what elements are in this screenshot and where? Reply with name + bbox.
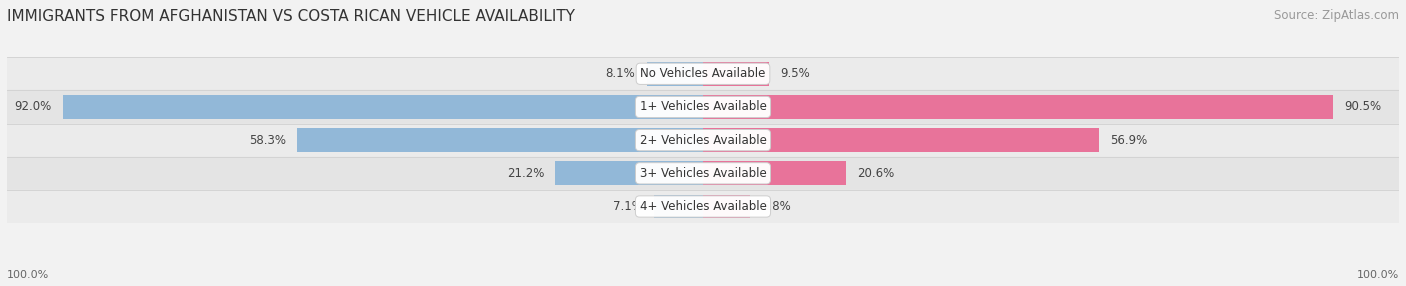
Bar (703, 194, 751, 219)
Text: 90.5%: 90.5% (1344, 100, 1381, 114)
Text: 100.0%: 100.0% (1357, 270, 1399, 280)
Text: 100.0%: 100.0% (7, 270, 49, 280)
Text: 2+ Vehicles Available: 2+ Vehicles Available (640, 134, 766, 147)
Bar (654, 194, 703, 219)
Bar (7, 190, 1399, 223)
Bar (703, 62, 769, 86)
Bar (7, 124, 1399, 157)
Text: No Vehicles Available: No Vehicles Available (640, 67, 766, 80)
Text: IMMIGRANTS FROM AFGHANISTAN VS COSTA RICAN VEHICLE AVAILABILITY: IMMIGRANTS FROM AFGHANISTAN VS COSTA RIC… (7, 9, 575, 23)
Text: 8.1%: 8.1% (606, 67, 636, 80)
Text: 7.1%: 7.1% (613, 200, 643, 213)
Bar (647, 62, 703, 86)
Text: 6.8%: 6.8% (762, 200, 792, 213)
Bar (63, 95, 703, 119)
Bar (555, 161, 703, 185)
Bar (7, 90, 1399, 124)
Text: 56.9%: 56.9% (1111, 134, 1147, 147)
Bar (7, 157, 1399, 190)
Bar (703, 95, 1333, 119)
Text: 3+ Vehicles Available: 3+ Vehicles Available (640, 167, 766, 180)
Text: 4+ Vehicles Available: 4+ Vehicles Available (640, 200, 766, 213)
Text: 20.6%: 20.6% (858, 167, 894, 180)
Text: Source: ZipAtlas.com: Source: ZipAtlas.com (1274, 9, 1399, 21)
Text: 21.2%: 21.2% (508, 167, 544, 180)
Text: 9.5%: 9.5% (780, 67, 810, 80)
Text: 1+ Vehicles Available: 1+ Vehicles Available (640, 100, 766, 114)
Text: 58.3%: 58.3% (249, 134, 285, 147)
Bar (7, 57, 1399, 90)
Bar (703, 128, 1099, 152)
Bar (297, 128, 703, 152)
Bar (703, 161, 846, 185)
Text: 92.0%: 92.0% (14, 100, 52, 114)
